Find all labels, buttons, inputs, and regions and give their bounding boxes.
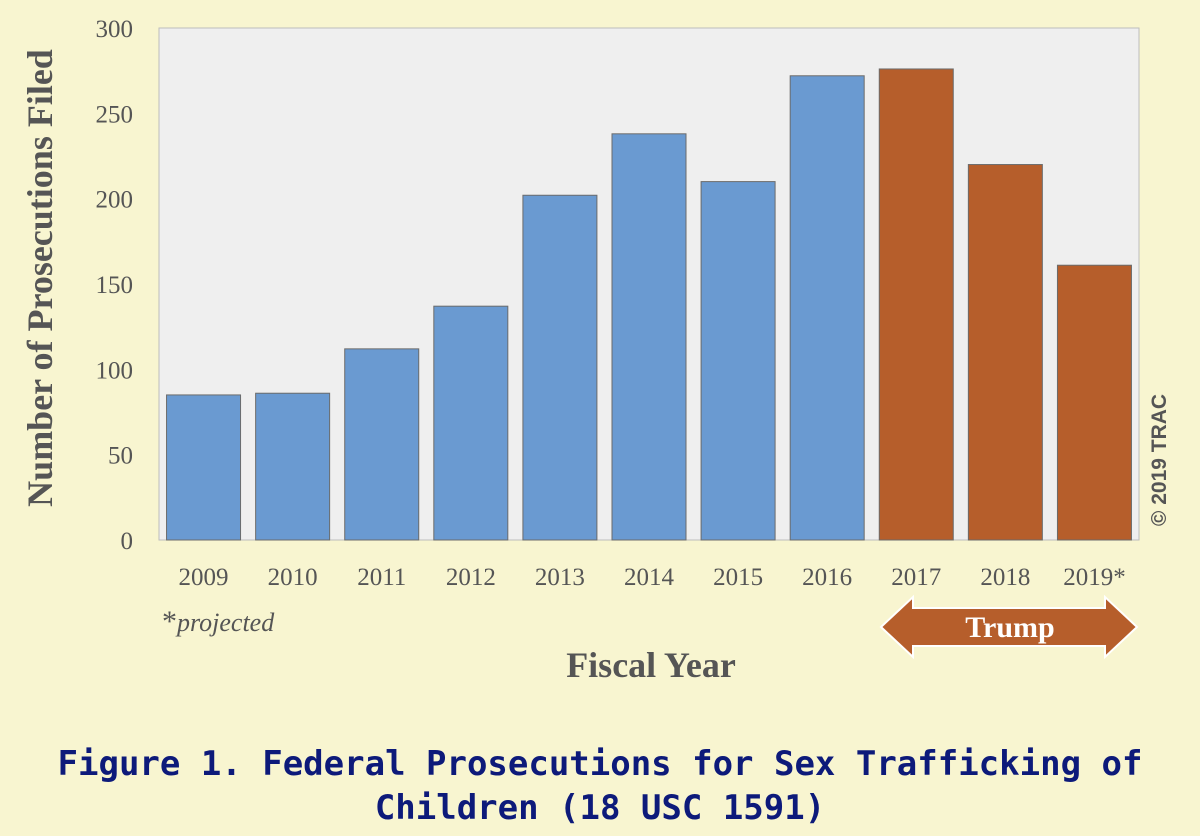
bar-2013 <box>522 194 598 541</box>
x-tick-label: 2014 <box>624 564 675 591</box>
bar-2017 <box>878 68 954 541</box>
bar-2011 <box>344 348 420 541</box>
x-tick-label: 2012 <box>446 564 496 591</box>
y-axis-ticks: 0 50 100 150 200 250 300 <box>96 16 134 555</box>
y-tick-label: 300 <box>96 16 134 43</box>
y-tick-label: 100 <box>96 357 134 384</box>
y-axis-title: Number of Prosecutions Filed <box>20 49 60 507</box>
copyright-text: © 2019 TRAC <box>1148 394 1171 526</box>
bar-2015 <box>700 181 776 541</box>
x-tick-label: 2015 <box>713 564 763 591</box>
y-tick-label: 150 <box>96 272 134 299</box>
figure-caption: Figure 1. Federal Prosecutions for Sex T… <box>57 744 1163 828</box>
y-tick-label: 50 <box>108 443 133 470</box>
bar-2018 <box>967 164 1043 541</box>
bar-2019 <box>1056 264 1132 541</box>
y-tick-label: 250 <box>96 101 134 128</box>
x-tick-label: 2017 <box>891 564 941 591</box>
x-tick-label: 2011 <box>357 564 406 591</box>
x-tick-label: 2009 <box>179 564 229 591</box>
x-tick-label: 2010 <box>268 564 318 591</box>
projected-note: *projected <box>162 605 275 638</box>
trump-term-arrow <box>879 594 1139 660</box>
x-tick-label: 2019* <box>1063 564 1126 591</box>
bar-2010 <box>255 392 331 541</box>
y-tick-label: 200 <box>96 187 134 214</box>
projected-note-star: * <box>162 605 177 638</box>
bar-2012 <box>433 305 509 541</box>
bar-2016 <box>789 75 865 541</box>
trump-term-label: Trump <box>965 611 1054 644</box>
x-tick-label: 2013 <box>535 564 585 591</box>
bar-2009 <box>166 394 242 541</box>
y-tick-label: 0 <box>121 528 134 555</box>
x-axis-ticks: 2009 2010 2011 2012 2013 2014 2015 2016 2017 2018… <box>179 564 1126 591</box>
x-axis-title: Fiscal Year <box>566 645 736 685</box>
bar-2014 <box>611 133 687 541</box>
x-tick-label: 2018 <box>980 564 1030 591</box>
bars <box>166 68 1132 541</box>
x-tick-label: 2016 <box>802 564 852 591</box>
projected-note-text: projected <box>175 608 275 637</box>
